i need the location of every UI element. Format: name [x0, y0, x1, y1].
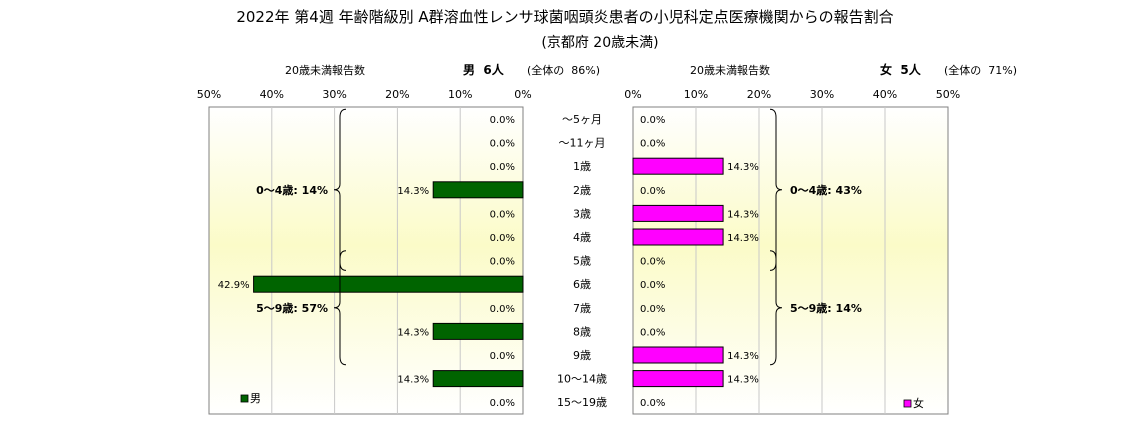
female-data-label: 0.0% [640, 139, 665, 150]
male-data-label: 42.9% [218, 280, 250, 291]
category-label: 5歳 [573, 255, 591, 268]
male-data-label: 0.0% [490, 139, 515, 150]
female-x-tick-label: 50% [936, 88, 960, 101]
category-label: 3歳 [573, 207, 591, 220]
male-legend-swatch [240, 394, 249, 403]
male-bar [432, 181, 524, 199]
female-bar [632, 204, 724, 222]
female-bar [632, 346, 724, 364]
female-header-label: 20歳未満報告数 [690, 64, 770, 77]
male-data-label: 14.3% [397, 375, 429, 386]
female-legend-label: 女 [913, 396, 924, 410]
category-label: 15～19歳 [557, 396, 607, 409]
category-label: 10～14歳 [557, 373, 607, 386]
female-bar [632, 157, 724, 175]
female-data-label: 0.0% [640, 186, 665, 197]
female-group-label: 5～9歳: 14% [790, 301, 862, 315]
female-plot-area [632, 106, 949, 415]
female-header-count: 女 5人 [880, 62, 922, 77]
male-group-label: 0～4歳: 14% [256, 183, 328, 197]
male-data-label: 0.0% [490, 209, 515, 220]
male-x-tick-label: 20% [385, 88, 409, 101]
category-label: 4歳 [573, 231, 591, 244]
male-data-label: 0.0% [490, 233, 515, 244]
female-data-label: 0.0% [640, 115, 665, 126]
male-data-label: 0.0% [490, 304, 515, 315]
male-bar [253, 275, 524, 293]
male-data-label: 0.0% [490, 162, 515, 173]
male-data-label: 0.0% [490, 115, 515, 126]
male-group-label: 5～9歳: 57% [256, 301, 328, 315]
female-group-label: 0～4歳: 43% [790, 183, 862, 197]
male-x-tick-label: 10% [448, 88, 472, 101]
male-header-count: 男 6人 [463, 62, 505, 77]
male-header-label: 20歳未満報告数 [285, 64, 365, 77]
category-label: 1歳 [573, 160, 591, 173]
female-x-tick-label: 40% [873, 88, 897, 101]
male-bar [432, 370, 524, 388]
female-bar [632, 228, 724, 246]
male-x-tick-label: 40% [260, 88, 284, 101]
male-data-label: 14.3% [397, 327, 429, 338]
female-x-tick-label: 20% [747, 88, 771, 101]
male-data-label: 0.0% [490, 398, 515, 409]
male-group-bracket [333, 250, 347, 366]
female-x-tick-label: 10% [684, 88, 708, 101]
female-legend-swatch [903, 399, 912, 408]
male-legend-label: 男 [250, 392, 261, 405]
male-bar [432, 322, 524, 340]
chart-title: 2022年 第4週 年齢階級別 A群溶血性レンサ球菌咽頭炎患者の小児科定点医療機… [236, 8, 893, 26]
male-x-tick-label: 0% [514, 88, 531, 101]
category-label: ～5ヶ月 [562, 113, 602, 126]
category-label: 6歳 [573, 278, 591, 291]
female-data-label: 0.0% [640, 398, 665, 409]
category-label: 2歳 [573, 184, 591, 197]
category-label: 9歳 [573, 349, 591, 362]
male-x-tick-label: 50% [197, 88, 221, 101]
female-data-label: 14.3% [727, 209, 759, 220]
male-x-tick-label: 30% [322, 88, 346, 101]
category-label: ～11ヶ月 [559, 137, 606, 150]
female-header-share: (全体の 71%) [944, 63, 1017, 77]
male-header-share: (全体の 86%) [527, 63, 600, 77]
female-group-bracket [769, 250, 783, 366]
female-x-tick-label: 30% [810, 88, 834, 101]
female-data-label: 0.0% [640, 304, 665, 315]
female-data-label: 14.3% [727, 162, 759, 173]
male-data-label: 0.0% [490, 257, 515, 268]
female-data-label: 14.3% [727, 233, 759, 244]
female-data-label: 0.0% [640, 327, 665, 338]
female-data-label: 14.3% [727, 351, 759, 362]
chart-subtitle: (京都府 20歳未満) [541, 35, 658, 51]
female-data-label: 0.0% [640, 280, 665, 291]
female-bar [632, 370, 724, 388]
male-data-label: 0.0% [490, 351, 515, 362]
male-legend: 男 [240, 392, 261, 405]
female-data-label: 0.0% [640, 257, 665, 268]
female-x-tick-label: 0% [624, 88, 641, 101]
category-label: 8歳 [573, 325, 591, 338]
category-label: 7歳 [573, 302, 591, 315]
male-data-label: 14.3% [397, 186, 429, 197]
male-plot-area [208, 106, 524, 415]
female-data-label: 14.3% [727, 375, 759, 386]
female-legend: 女 [903, 396, 924, 410]
